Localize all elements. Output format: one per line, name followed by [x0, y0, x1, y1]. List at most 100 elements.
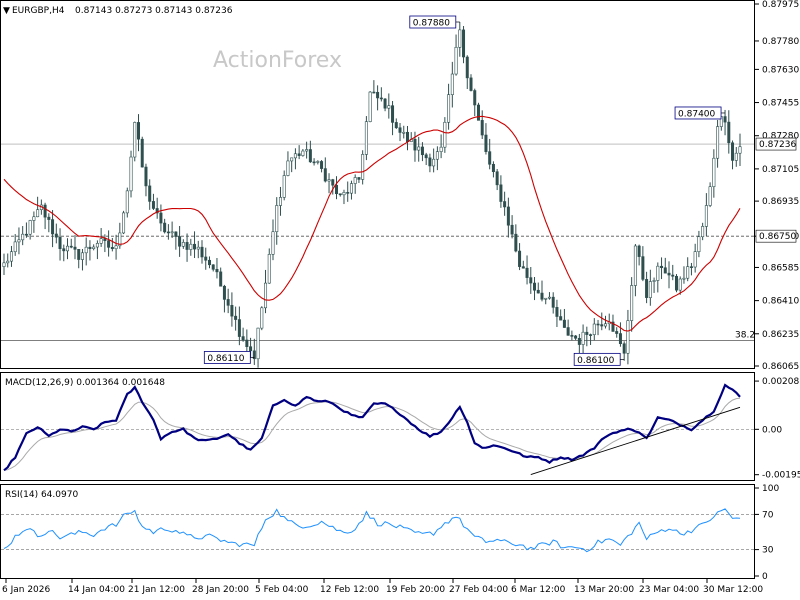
candle [551, 292, 555, 314]
candle [525, 255, 529, 285]
candle [469, 74, 473, 92]
candle [626, 309, 630, 365]
candle [286, 151, 290, 177]
candle [159, 204, 163, 232]
x-tick-label: 14 Jan 04:00 [68, 585, 125, 595]
candle [536, 282, 540, 294]
candle [107, 230, 111, 257]
candle [54, 223, 58, 244]
x-tick-label: 6 Mar 12:00 [511, 585, 566, 595]
candle [727, 110, 731, 154]
macd-plot: 0.002081 0.00 -0.001957 [1, 377, 800, 481]
candle [361, 150, 365, 185]
candle [585, 326, 589, 347]
candle [383, 98, 387, 112]
rsi-line [3, 508, 741, 553]
candle [630, 277, 634, 332]
x-tick-label: 27 Feb 04:00 [449, 585, 508, 595]
x-axis: 6 Jan 2026 14 Jan 04:00 21 Jan 12:00 28 Jan… [2, 579, 763, 595]
candle [133, 121, 137, 162]
rsi-tick-label: 0 [762, 572, 768, 582]
candle [660, 257, 664, 280]
candle [570, 330, 574, 341]
candle [450, 61, 454, 108]
candle [331, 178, 335, 195]
rsi-plot: 100 70 30 0 [1, 484, 779, 582]
candle [439, 134, 443, 159]
candle [540, 280, 544, 302]
candle [17, 227, 21, 255]
candle [136, 114, 140, 152]
candle [323, 157, 327, 183]
x-tick-label: 5 Feb 04:00 [255, 585, 309, 595]
candle [312, 158, 316, 166]
candle [689, 262, 693, 276]
candle [28, 219, 32, 240]
candle [458, 21, 462, 57]
candle [686, 257, 690, 282]
candle [297, 145, 301, 160]
candle [372, 80, 376, 94]
price-tick-label: 0.87780 [762, 37, 799, 47]
candle [716, 119, 720, 168]
candle [267, 248, 271, 284]
candle [178, 225, 182, 257]
candle [6, 253, 10, 268]
candle [596, 319, 600, 336]
candle [207, 256, 211, 269]
candle [92, 244, 96, 251]
header-triangle-icon[interactable]: ▼ [3, 6, 10, 16]
candle [738, 133, 742, 167]
candle [484, 123, 488, 155]
candle [604, 315, 608, 329]
candle [428, 153, 432, 173]
candle [196, 240, 200, 259]
candle [723, 109, 727, 136]
candle [95, 240, 99, 260]
candle [454, 34, 458, 76]
candle [84, 237, 88, 266]
candle [24, 222, 28, 238]
candle [435, 146, 439, 171]
candle [465, 55, 469, 90]
candle [697, 230, 701, 258]
price-annotation: 0.86100 [573, 352, 625, 366]
candle [80, 248, 84, 271]
candle [398, 122, 402, 142]
candle [174, 231, 178, 250]
x-tick-label: 12 Feb 12:00 [320, 585, 379, 595]
candle [13, 234, 17, 256]
candle [237, 306, 241, 346]
candle [708, 182, 712, 208]
candle [335, 176, 339, 200]
price-y-axis: 0.87975 0.87780 0.87630 0.87455 0.87280 0.871… [755, 0, 799, 372]
price-annotation: 0.87400 [674, 106, 726, 119]
price-tick-label: 0.86235 [762, 330, 799, 340]
rsi-panel-frame [0, 484, 755, 579]
svg-text:0.86750: 0.86750 [759, 232, 796, 242]
svg-text:0.87236: 0.87236 [759, 140, 796, 150]
candle [316, 160, 320, 165]
rsi-header: RSI(14) 64.0970 [5, 490, 78, 500]
candle [641, 246, 645, 282]
candle [51, 210, 55, 248]
candle [222, 284, 226, 313]
candle [417, 136, 421, 162]
candle [480, 110, 484, 139]
candle [271, 219, 275, 261]
price-tick-label: 0.86410 [762, 297, 799, 307]
candle [376, 85, 380, 111]
candle [155, 197, 159, 219]
candle [77, 248, 81, 269]
x-tick-label: 21 Jan 12:00 [128, 585, 185, 595]
x-tick-label: 13 Mar 20:00 [574, 585, 634, 595]
candle [66, 238, 70, 260]
candle [387, 93, 391, 119]
candle [544, 297, 548, 305]
candle [364, 116, 368, 161]
svg-text:0.87400: 0.87400 [678, 109, 715, 119]
candle [656, 262, 660, 293]
candle [637, 244, 641, 266]
candle [510, 215, 514, 239]
